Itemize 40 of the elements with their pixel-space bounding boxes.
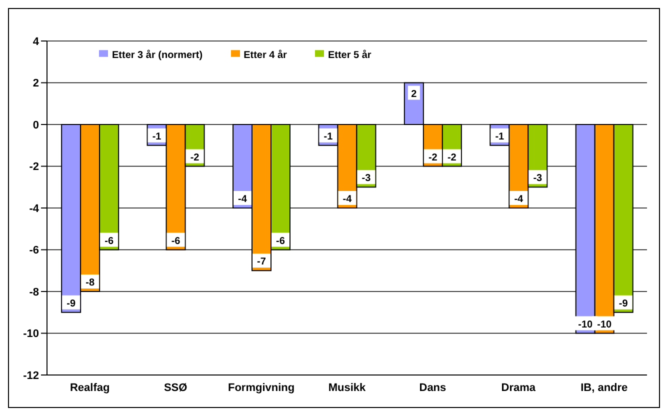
y-tick-label: -8: [29, 286, 39, 298]
data-label: -1: [495, 131, 505, 142]
data-label: -6: [171, 236, 181, 247]
y-tick-label: -6: [29, 244, 39, 257]
legend-label: Etter 4 år: [244, 50, 287, 61]
y-tick-label: -10: [23, 328, 39, 340]
data-label: -7: [257, 256, 266, 268]
data-label: -10: [578, 319, 594, 330]
data-label: -9: [66, 298, 76, 310]
y-tick-label: 2: [32, 78, 39, 90]
x-tick-label: Realfag: [70, 382, 110, 394]
data-label: -3: [362, 173, 372, 184]
data-label: -8: [86, 278, 95, 288]
data-label: -9: [618, 298, 628, 310]
data-label: 2: [411, 88, 418, 100]
y-tick-label: 0: [32, 119, 39, 132]
data-label: -10: [597, 319, 612, 330]
data-label: -3: [533, 173, 543, 184]
x-tick-label: Musikk: [328, 382, 367, 394]
x-tick-label: SSØ: [164, 382, 188, 394]
data-label: -6: [104, 236, 114, 247]
y-tick-label: -4: [29, 202, 40, 215]
data-label: -4: [514, 194, 524, 205]
x-tick-label: Formgivning: [228, 382, 295, 394]
data-label: -2: [190, 152, 200, 164]
legend-label: Etter 3 år (normert): [112, 50, 203, 61]
data-label: -1: [324, 131, 334, 142]
data-label: -1: [152, 131, 162, 142]
legend-label: Etter 5 år: [328, 50, 372, 61]
x-tick-label: Drama: [501, 382, 536, 394]
y-tick-label: -2: [29, 161, 39, 174]
x-tick-label: IB, andre: [580, 382, 628, 394]
data-label: -4: [238, 194, 248, 205]
data-label: -4: [342, 194, 352, 205]
y-tick-label: -12: [23, 370, 39, 382]
x-tick-label: Dans: [419, 382, 446, 394]
data-label: -2: [447, 152, 457, 164]
data-label: -2: [428, 152, 438, 164]
data-label: -6: [276, 236, 286, 247]
y-tick-label: 4: [32, 36, 40, 48]
